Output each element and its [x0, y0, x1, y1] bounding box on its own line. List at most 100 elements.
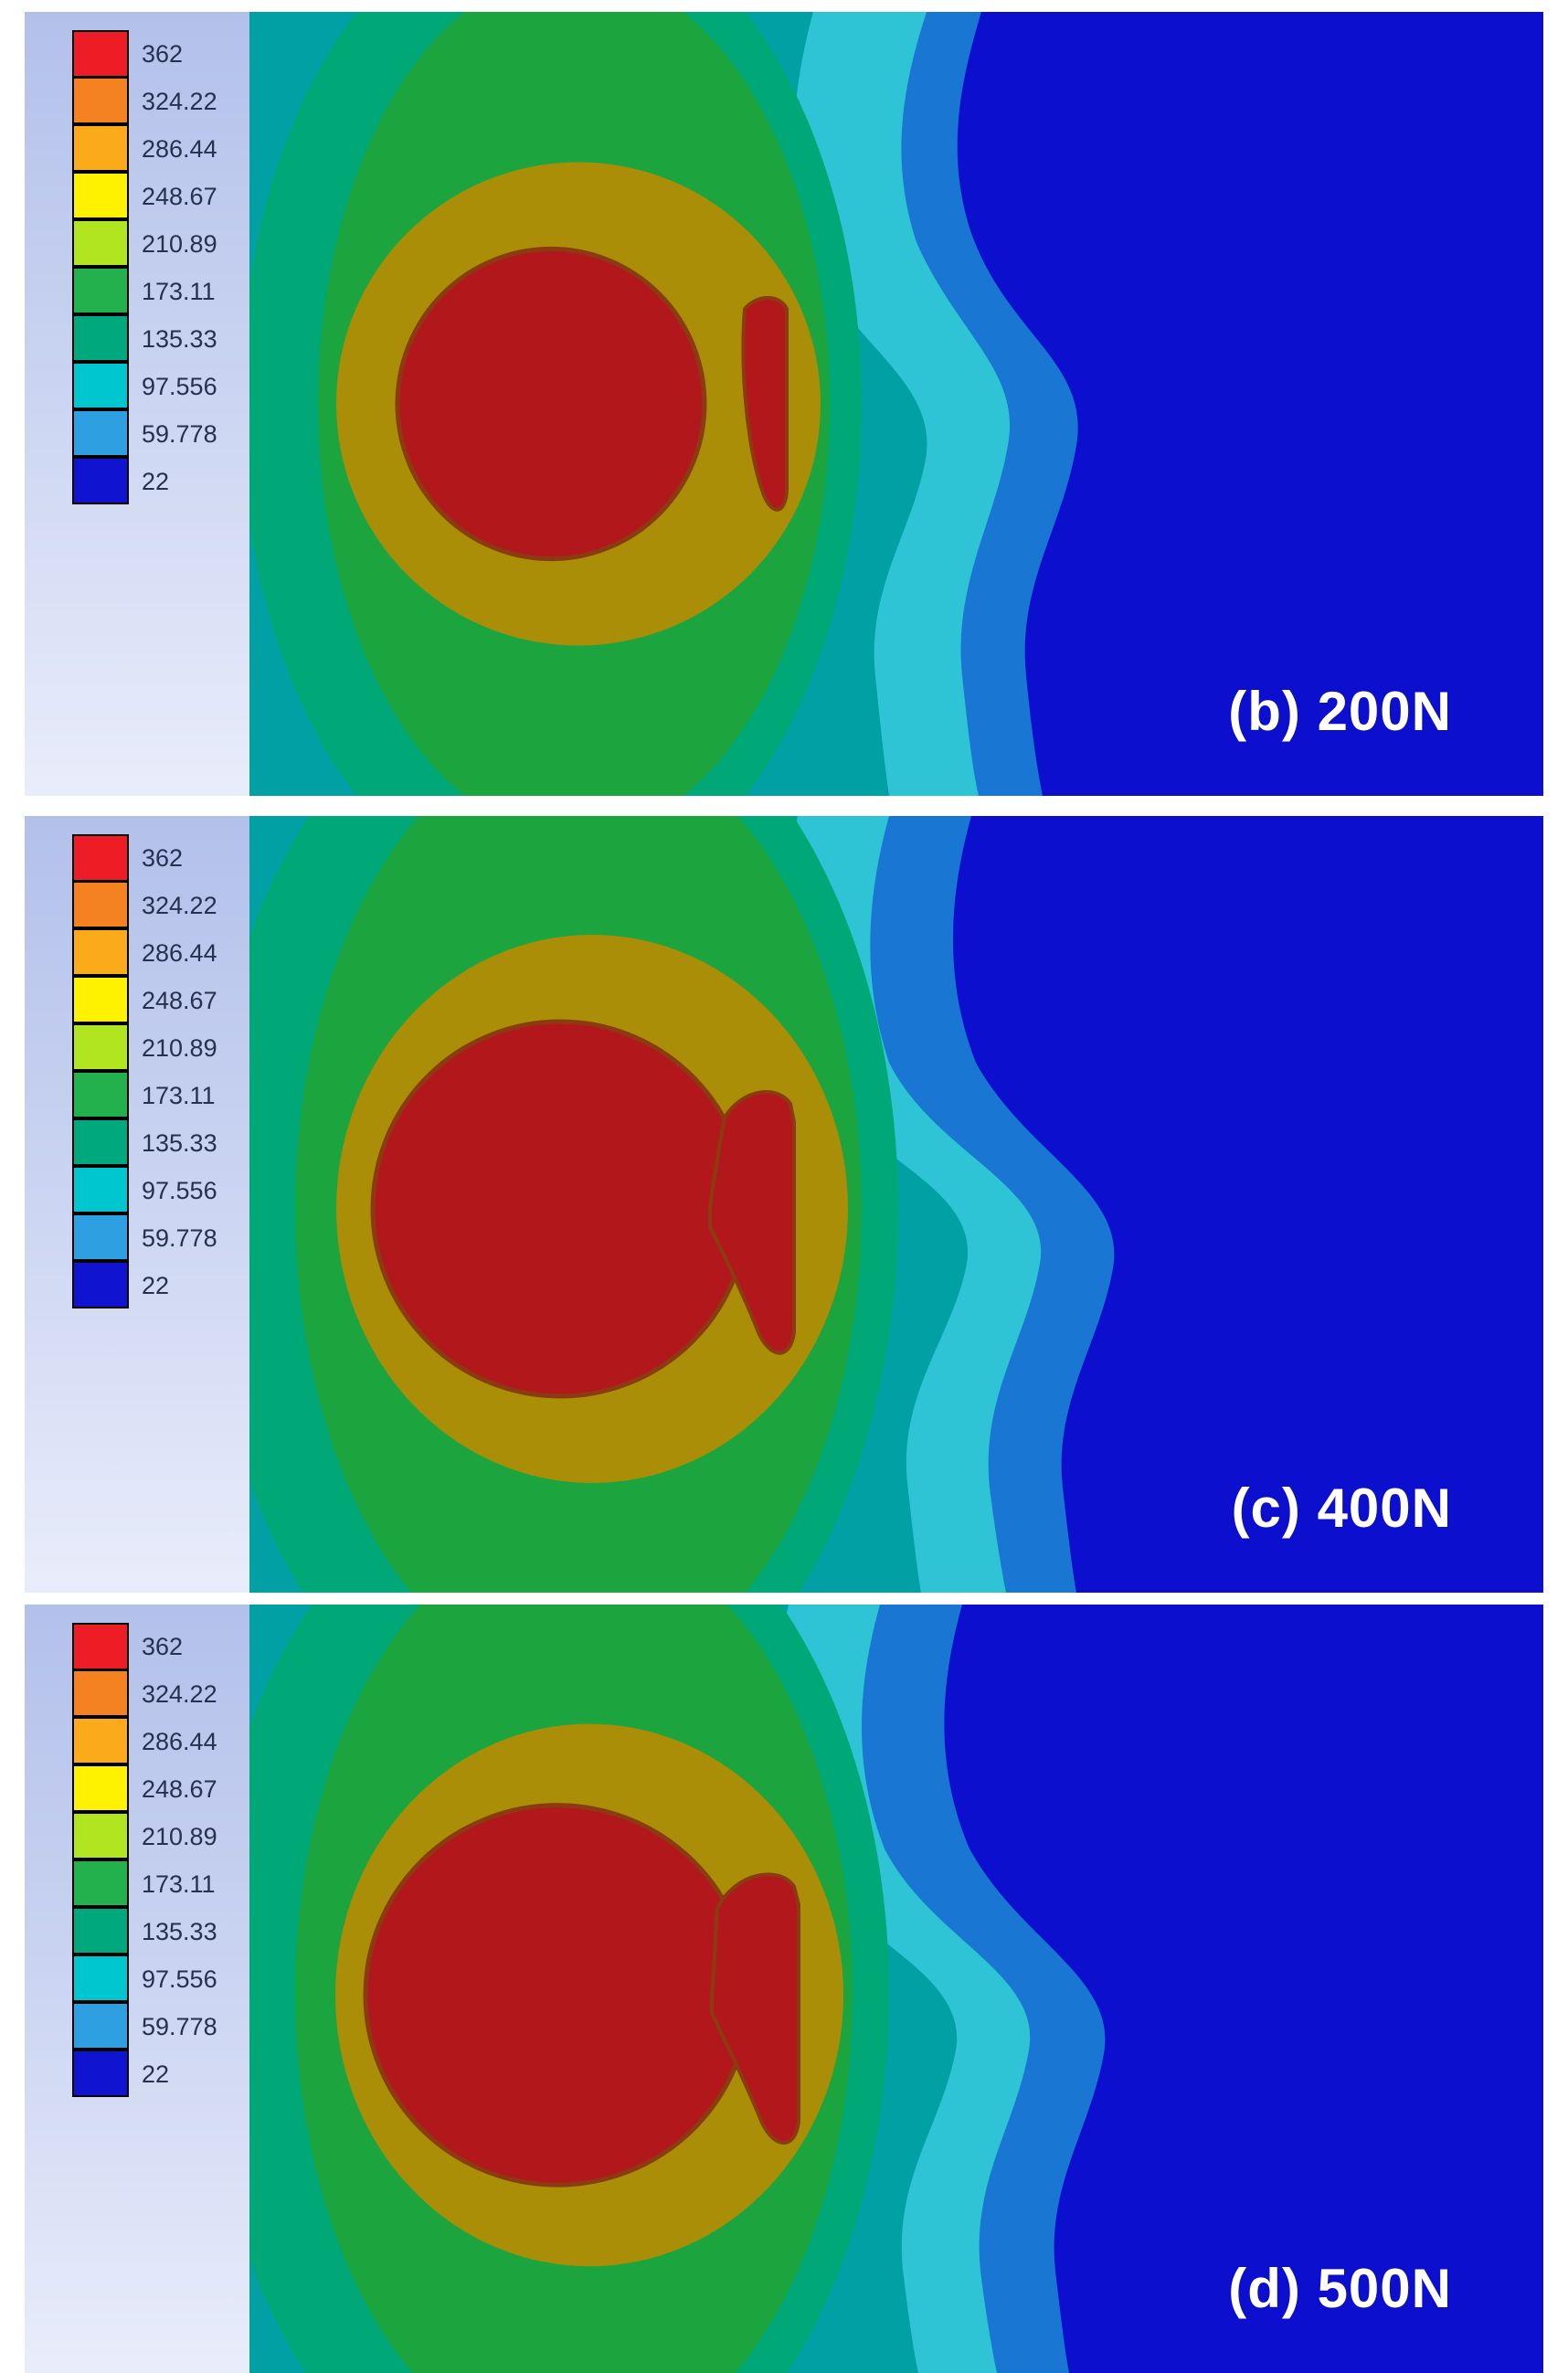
legend-swatch: [72, 834, 129, 882]
legend-row: 324.22: [72, 881, 249, 929]
legend-row: 22: [72, 1261, 249, 1309]
legend-swatch: [72, 172, 129, 219]
contour-core-red: [395, 246, 707, 562]
legend-swatch: [72, 881, 129, 928]
legend-value: 248.67: [142, 1775, 217, 1803]
legend-row: 324.22: [72, 1669, 249, 1718]
legend-swatch: [72, 1717, 129, 1764]
legend-value: 135.33: [142, 1918, 217, 1945]
temperature-legend: 362 324.22 286.44 248.67 210.89 173.11 1…: [25, 816, 249, 1309]
panel-caption: (b) 200N: [1228, 681, 1452, 742]
contour-panel-b: 362 324.22 286.44 248.67 210.89 173.11 1…: [25, 12, 1543, 796]
panel-caption: (d) 500N: [1228, 2258, 1452, 2319]
legend-row: 248.67: [72, 1764, 249, 1813]
legend-value: 173.11: [142, 1082, 216, 1109]
legend-swatch: [72, 314, 129, 362]
legend-row: 135.33: [72, 1907, 249, 1955]
legend-row: 135.33: [72, 314, 249, 363]
contour-funnel-red: [741, 295, 789, 512]
legend-value: 22: [142, 1272, 170, 1299]
legend-value: 210.89: [142, 230, 217, 258]
legend-value: 248.67: [142, 987, 217, 1014]
legend-swatch: [72, 1812, 129, 1859]
legend-value: 135.33: [142, 325, 217, 353]
legend-sidebar: 362 324.22 286.44 248.67 210.89 173.11 1…: [25, 12, 249, 796]
legend-value: 135.33: [142, 1129, 217, 1157]
legend-row: 362: [72, 30, 249, 78]
legend-swatch: [72, 1764, 129, 1812]
contour-plot-area: (c) 400N: [249, 816, 1543, 1593]
panel-caption: (c) 400N: [1231, 1478, 1452, 1539]
legend-swatch: [72, 2050, 129, 2097]
contour-core-red: [370, 1019, 750, 1399]
legend-value: 210.89: [142, 1823, 217, 1850]
contour-panel-d: 362 324.22 286.44 248.67 210.89 173.11 1…: [25, 1605, 1543, 2373]
legend-row: 286.44: [72, 1717, 249, 1765]
legend-swatch: [72, 1669, 129, 1717]
legend-swatch: [72, 1859, 129, 1907]
legend-row: 210.89: [72, 1812, 249, 1860]
legend-value: 286.44: [142, 135, 217, 163]
legend-row: 59.778: [72, 2002, 249, 2050]
legend-swatch: [72, 1213, 129, 1261]
legend-swatch: [72, 2002, 129, 2050]
legend-row: 210.89: [72, 1023, 249, 1072]
legend-value: 248.67: [142, 183, 217, 210]
contour-core-red: [363, 1803, 752, 2188]
contour-plot: [249, 1605, 1543, 2373]
legend-swatch: [72, 1071, 129, 1118]
legend-row: 248.67: [72, 172, 249, 220]
legend-swatch: [72, 928, 129, 976]
legend-row: 286.44: [72, 928, 249, 977]
legend-row: 22: [72, 457, 249, 505]
legend-value: 59.778: [142, 1224, 217, 1252]
legend-swatch: [72, 77, 129, 124]
legend-row: 248.67: [72, 976, 249, 1024]
legend-row: 173.11: [72, 1859, 249, 1908]
legend-value: 173.11: [142, 278, 216, 305]
legend-row: 97.556: [72, 1955, 249, 2003]
legend-value: 22: [142, 468, 170, 495]
legend-swatch: [72, 457, 129, 504]
legend-value: 362: [142, 1633, 184, 1660]
legend-value: 362: [142, 40, 184, 68]
legend-swatch: [72, 219, 129, 267]
legend-value: 324.22: [142, 88, 217, 115]
legend-swatch: [72, 1023, 129, 1071]
legend-value: 97.556: [142, 1177, 217, 1204]
contour-plot-area: (d) 500N: [249, 1605, 1543, 2373]
legend-value: 22: [142, 2060, 170, 2088]
legend-value: 362: [142, 844, 184, 872]
temperature-legend: 362 324.22 286.44 248.67 210.89 173.11 1…: [25, 12, 249, 505]
legend-value: 286.44: [142, 1728, 217, 1755]
legend-value: 97.556: [142, 373, 217, 400]
legend-row: 286.44: [72, 124, 249, 173]
legend-value: 286.44: [142, 939, 217, 967]
legend-swatch: [72, 362, 129, 409]
legend-value: 324.22: [142, 1680, 217, 1708]
legend-swatch: [72, 409, 129, 457]
legend-swatch: [72, 124, 129, 172]
legend-value: 59.778: [142, 420, 217, 448]
legend-row: 59.778: [72, 1213, 249, 1262]
legend-sidebar: 362 324.22 286.44 248.67 210.89 173.11 1…: [25, 816, 249, 1593]
legend-row: 362: [72, 834, 249, 882]
legend-swatch: [72, 30, 129, 78]
legend-swatch: [72, 267, 129, 314]
contour-panel-c: 362 324.22 286.44 248.67 210.89 173.11 1…: [25, 816, 1543, 1593]
contour-plot: [249, 12, 1543, 796]
legend-row: 22: [72, 2050, 249, 2098]
legend-row: 173.11: [72, 267, 249, 315]
legend-value: 173.11: [142, 1870, 216, 1898]
legend-swatch: [72, 1261, 129, 1308]
legend-swatch: [72, 1118, 129, 1166]
legend-value: 324.22: [142, 892, 217, 919]
legend-row: 135.33: [72, 1118, 249, 1167]
legend-row: 362: [72, 1623, 249, 1670]
legend-row: 97.556: [72, 362, 249, 410]
temperature-legend: 362 324.22 286.44 248.67 210.89 173.11 1…: [25, 1605, 249, 2098]
legend-value: 97.556: [142, 1965, 217, 1993]
legend-swatch: [72, 1623, 129, 1670]
contour-funnel-red: [710, 1872, 800, 2145]
